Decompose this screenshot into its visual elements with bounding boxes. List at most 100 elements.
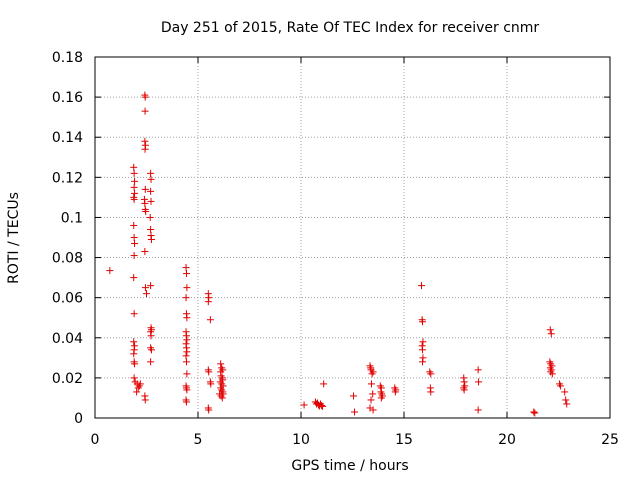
data-point [419,338,427,346]
data-point [183,284,191,292]
data-point [319,402,327,410]
data-point [350,392,358,400]
data-point [147,358,155,366]
data-point [546,326,554,334]
data-point [183,336,191,344]
data-point [147,197,155,205]
chart-title: Day 251 of 2015, Rate Of TEC Index for r… [161,20,540,36]
y-tick-label: 0.1 [61,210,83,226]
data-point [182,398,190,406]
data-point [369,368,377,376]
x-tick-label: 0 [91,432,100,448]
grid-layer [95,57,610,418]
data-point [369,406,377,414]
y-tick-label: 0.04 [52,331,83,347]
data-point [182,270,190,278]
data-point [562,396,570,404]
y-tick-label: 0.12 [52,170,83,186]
data-point [219,390,227,398]
data-point [147,175,155,183]
data-point [130,350,138,358]
data-point [557,382,565,390]
data-point [367,396,375,404]
data-point [131,189,139,197]
data-point [561,388,569,396]
data-point [300,401,308,409]
data-point [182,264,190,272]
data-point [391,388,399,396]
data-point [147,236,155,244]
plot-frame [94,56,611,419]
data-point [131,240,139,248]
data-point [218,394,226,402]
data-point [130,338,138,346]
data-point [131,177,139,185]
data-point [217,360,225,368]
data-point [320,380,328,388]
data-point [460,378,468,386]
data-point [419,346,427,354]
data-point [147,169,155,177]
x-tick-label: 20 [498,432,516,448]
data-point [141,107,149,115]
data-point [367,380,375,388]
data-point [141,284,149,292]
data-point [460,386,468,394]
data-point [147,282,155,290]
data-point [142,207,150,215]
y-tick-label: 0.06 [52,291,83,307]
data-point [130,169,138,177]
data-point [141,145,149,153]
x-tick-label: 5 [194,432,203,448]
x-tick-label: 25 [601,432,619,448]
data-point [563,400,571,408]
data-point [130,234,138,241]
data-point [475,378,483,386]
y-tick-label: 0.14 [52,130,83,146]
data-point [547,330,555,338]
data-point [183,386,191,394]
data-point [182,294,190,302]
data-point [143,290,150,298]
data-point [183,314,191,322]
data-point [147,187,155,195]
x-axis-title: GPS time / hours [291,458,408,474]
data-point [141,185,149,193]
data-point [474,406,482,414]
data-point [130,195,138,203]
data-point [205,368,213,376]
data-point [130,252,138,260]
data-point [130,183,138,191]
y-tick-label: 0 [74,411,83,427]
y-tick-label: 0.18 [52,50,83,66]
data-point [377,394,385,402]
data-point [130,310,138,318]
data-point [369,390,377,398]
data-point [351,408,359,416]
data-point [427,388,435,396]
data-point [130,163,138,171]
data-point [183,348,191,356]
data-point [141,248,149,256]
data-point [141,396,149,404]
data-point [318,402,326,410]
data-point [427,370,435,378]
data-point [182,358,190,366]
tick-layer: 0 5 10 15 20 25 0 0.02 0.04 0.06 0.08 0.1 0.12 0.14 0.… [52,50,619,448]
data-point [136,380,144,388]
data-point [147,346,155,354]
points-layer [106,91,571,417]
data-point [207,380,215,388]
data-point [531,409,539,417]
data-point [141,137,149,145]
y-tick-label: 0.02 [52,371,83,387]
data-point [106,267,114,275]
data-point [130,221,138,229]
data-point [147,332,155,340]
x-tick-label: 10 [292,432,310,448]
data-point [419,318,427,326]
data-point [183,370,191,378]
data-point [141,199,149,207]
